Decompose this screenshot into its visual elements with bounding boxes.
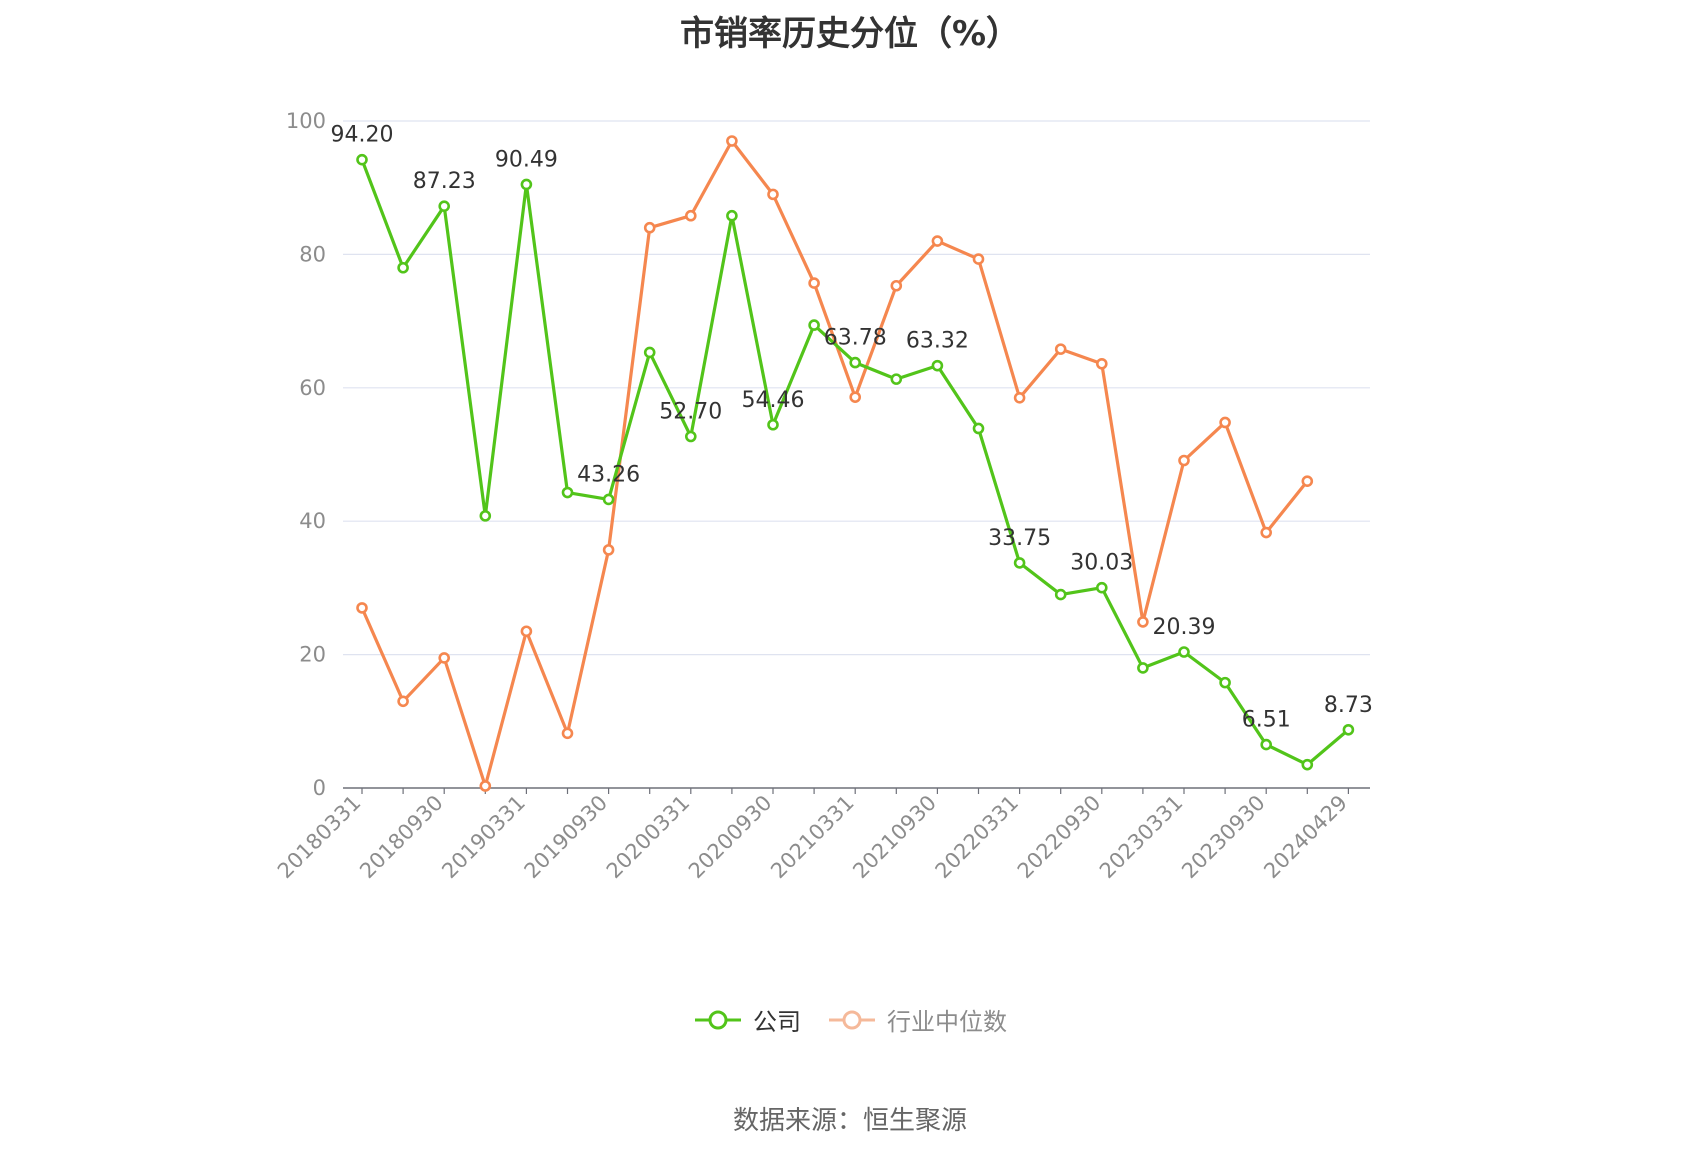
axes: 0 20 40 60 80 100 2018033120180930201903312019… [273, 109, 1370, 883]
chart-title: 市销率历史分位（%） [679, 14, 1021, 54]
data-point [808, 277, 820, 289]
data-point [356, 153, 368, 166]
x-tick-label: 20210930 [848, 791, 941, 884]
data-labels: 94.20 87.23 90.49 43.26 52.70 54.46 63.78 63.32… [331, 123, 1373, 733]
legend: 公司 行业中位数 [0, 1002, 1700, 1037]
data-point [1054, 588, 1067, 601]
data-point [561, 486, 574, 499]
data-label: 20.39 [1153, 615, 1216, 640]
data-point [808, 319, 820, 331]
data-point [1054, 343, 1067, 355]
x-tick-label: 20240429 [1259, 791, 1352, 884]
data-point [1301, 758, 1314, 771]
data-label: 6.51 [1242, 708, 1291, 733]
data-point [972, 422, 985, 435]
x-tick-label: 20200331 [602, 791, 695, 884]
source-note: 数据来源：恒生聚源 [732, 1106, 967, 1136]
data-label: 87.23 [413, 169, 476, 194]
data-point [479, 510, 492, 522]
data-label: 30.03 [1070, 551, 1133, 576]
legend-industry-icon [829, 1010, 875, 1029]
data-point [931, 359, 944, 372]
data-label: 43.26 [577, 462, 640, 487]
data-point [972, 253, 985, 265]
y-tick-label: 40 [299, 509, 326, 533]
data-point [1137, 662, 1149, 674]
x-tick-label: 20230930 [1177, 791, 1270, 884]
legend-label-industry: 行业中位数 [887, 1008, 1007, 1036]
x-tick-label: 20230331 [1095, 791, 1188, 884]
data-label: 63.32 [906, 329, 969, 354]
x-tick-label: 20220930 [1013, 791, 1106, 884]
y-tick-label: 0 [313, 776, 326, 800]
y-tick-label: 80 [299, 242, 326, 266]
series-points [356, 135, 1355, 792]
data-point [1178, 454, 1190, 467]
data-point [643, 221, 656, 234]
data-point [520, 625, 533, 638]
data-point [767, 418, 779, 431]
data-point [1178, 646, 1190, 658]
data-point [890, 373, 903, 385]
data-point [890, 279, 903, 292]
x-tick-label: 20200930 [684, 791, 777, 884]
data-point [1013, 557, 1026, 569]
data-point [1219, 676, 1231, 689]
data-label: 54.46 [742, 388, 805, 413]
data-label: 94.20 [331, 123, 394, 148]
y-tick-label: 20 [299, 643, 326, 667]
data-point [1137, 616, 1149, 628]
data-point [1013, 392, 1026, 404]
legend-label-company: 公司 [753, 1008, 801, 1036]
data-point [684, 209, 697, 222]
legend-company-icon [695, 1010, 741, 1029]
x-tick-label: 20180930 [355, 791, 448, 884]
legend-item-industry[interactable]: 行业中位数 [827, 1002, 1007, 1037]
data-point [397, 695, 409, 708]
data-point [684, 430, 697, 443]
data-label: 8.73 [1324, 693, 1373, 718]
data-label: 52.70 [659, 399, 722, 424]
data-point [520, 178, 533, 191]
series-line-0 [360, 159, 1350, 767]
data-point [849, 391, 862, 403]
data-label: 33.75 [988, 526, 1051, 551]
data-point [931, 235, 944, 247]
data-point [726, 209, 738, 222]
data-point [1260, 738, 1272, 751]
series-line-1 [360, 139, 1309, 788]
data-point [1342, 723, 1355, 736]
data-point [1096, 357, 1108, 370]
data-label: 90.49 [495, 147, 558, 172]
x-tick-label: 20190930 [520, 791, 613, 884]
data-point [849, 356, 862, 369]
data-point [726, 135, 738, 147]
data-point [438, 652, 451, 664]
x-tick-label: 20180331 [273, 791, 366, 884]
x-tick-label: 20210331 [766, 791, 859, 884]
data-point [397, 261, 409, 274]
data-point [356, 602, 368, 614]
data-point [767, 188, 779, 201]
x-tick-label: 20220331 [931, 791, 1024, 884]
x-tick-label: 20190331 [437, 791, 530, 884]
data-point [1260, 526, 1272, 539]
grid-lines [343, 120, 1370, 656]
data-point [561, 727, 574, 740]
legend-item-company[interactable]: 公司 [693, 1002, 801, 1037]
data-point [1301, 475, 1314, 487]
data-point [1219, 416, 1231, 429]
data-point [1096, 581, 1108, 594]
series-lines [360, 139, 1350, 788]
data-point [602, 493, 615, 506]
data-point [438, 200, 451, 212]
y-tick-label: 60 [299, 376, 326, 400]
data-point [643, 346, 656, 359]
y-tick-label: 100 [286, 109, 326, 133]
data-point [479, 780, 492, 792]
data-label: 63.78 [824, 326, 887, 351]
data-point [602, 544, 615, 556]
